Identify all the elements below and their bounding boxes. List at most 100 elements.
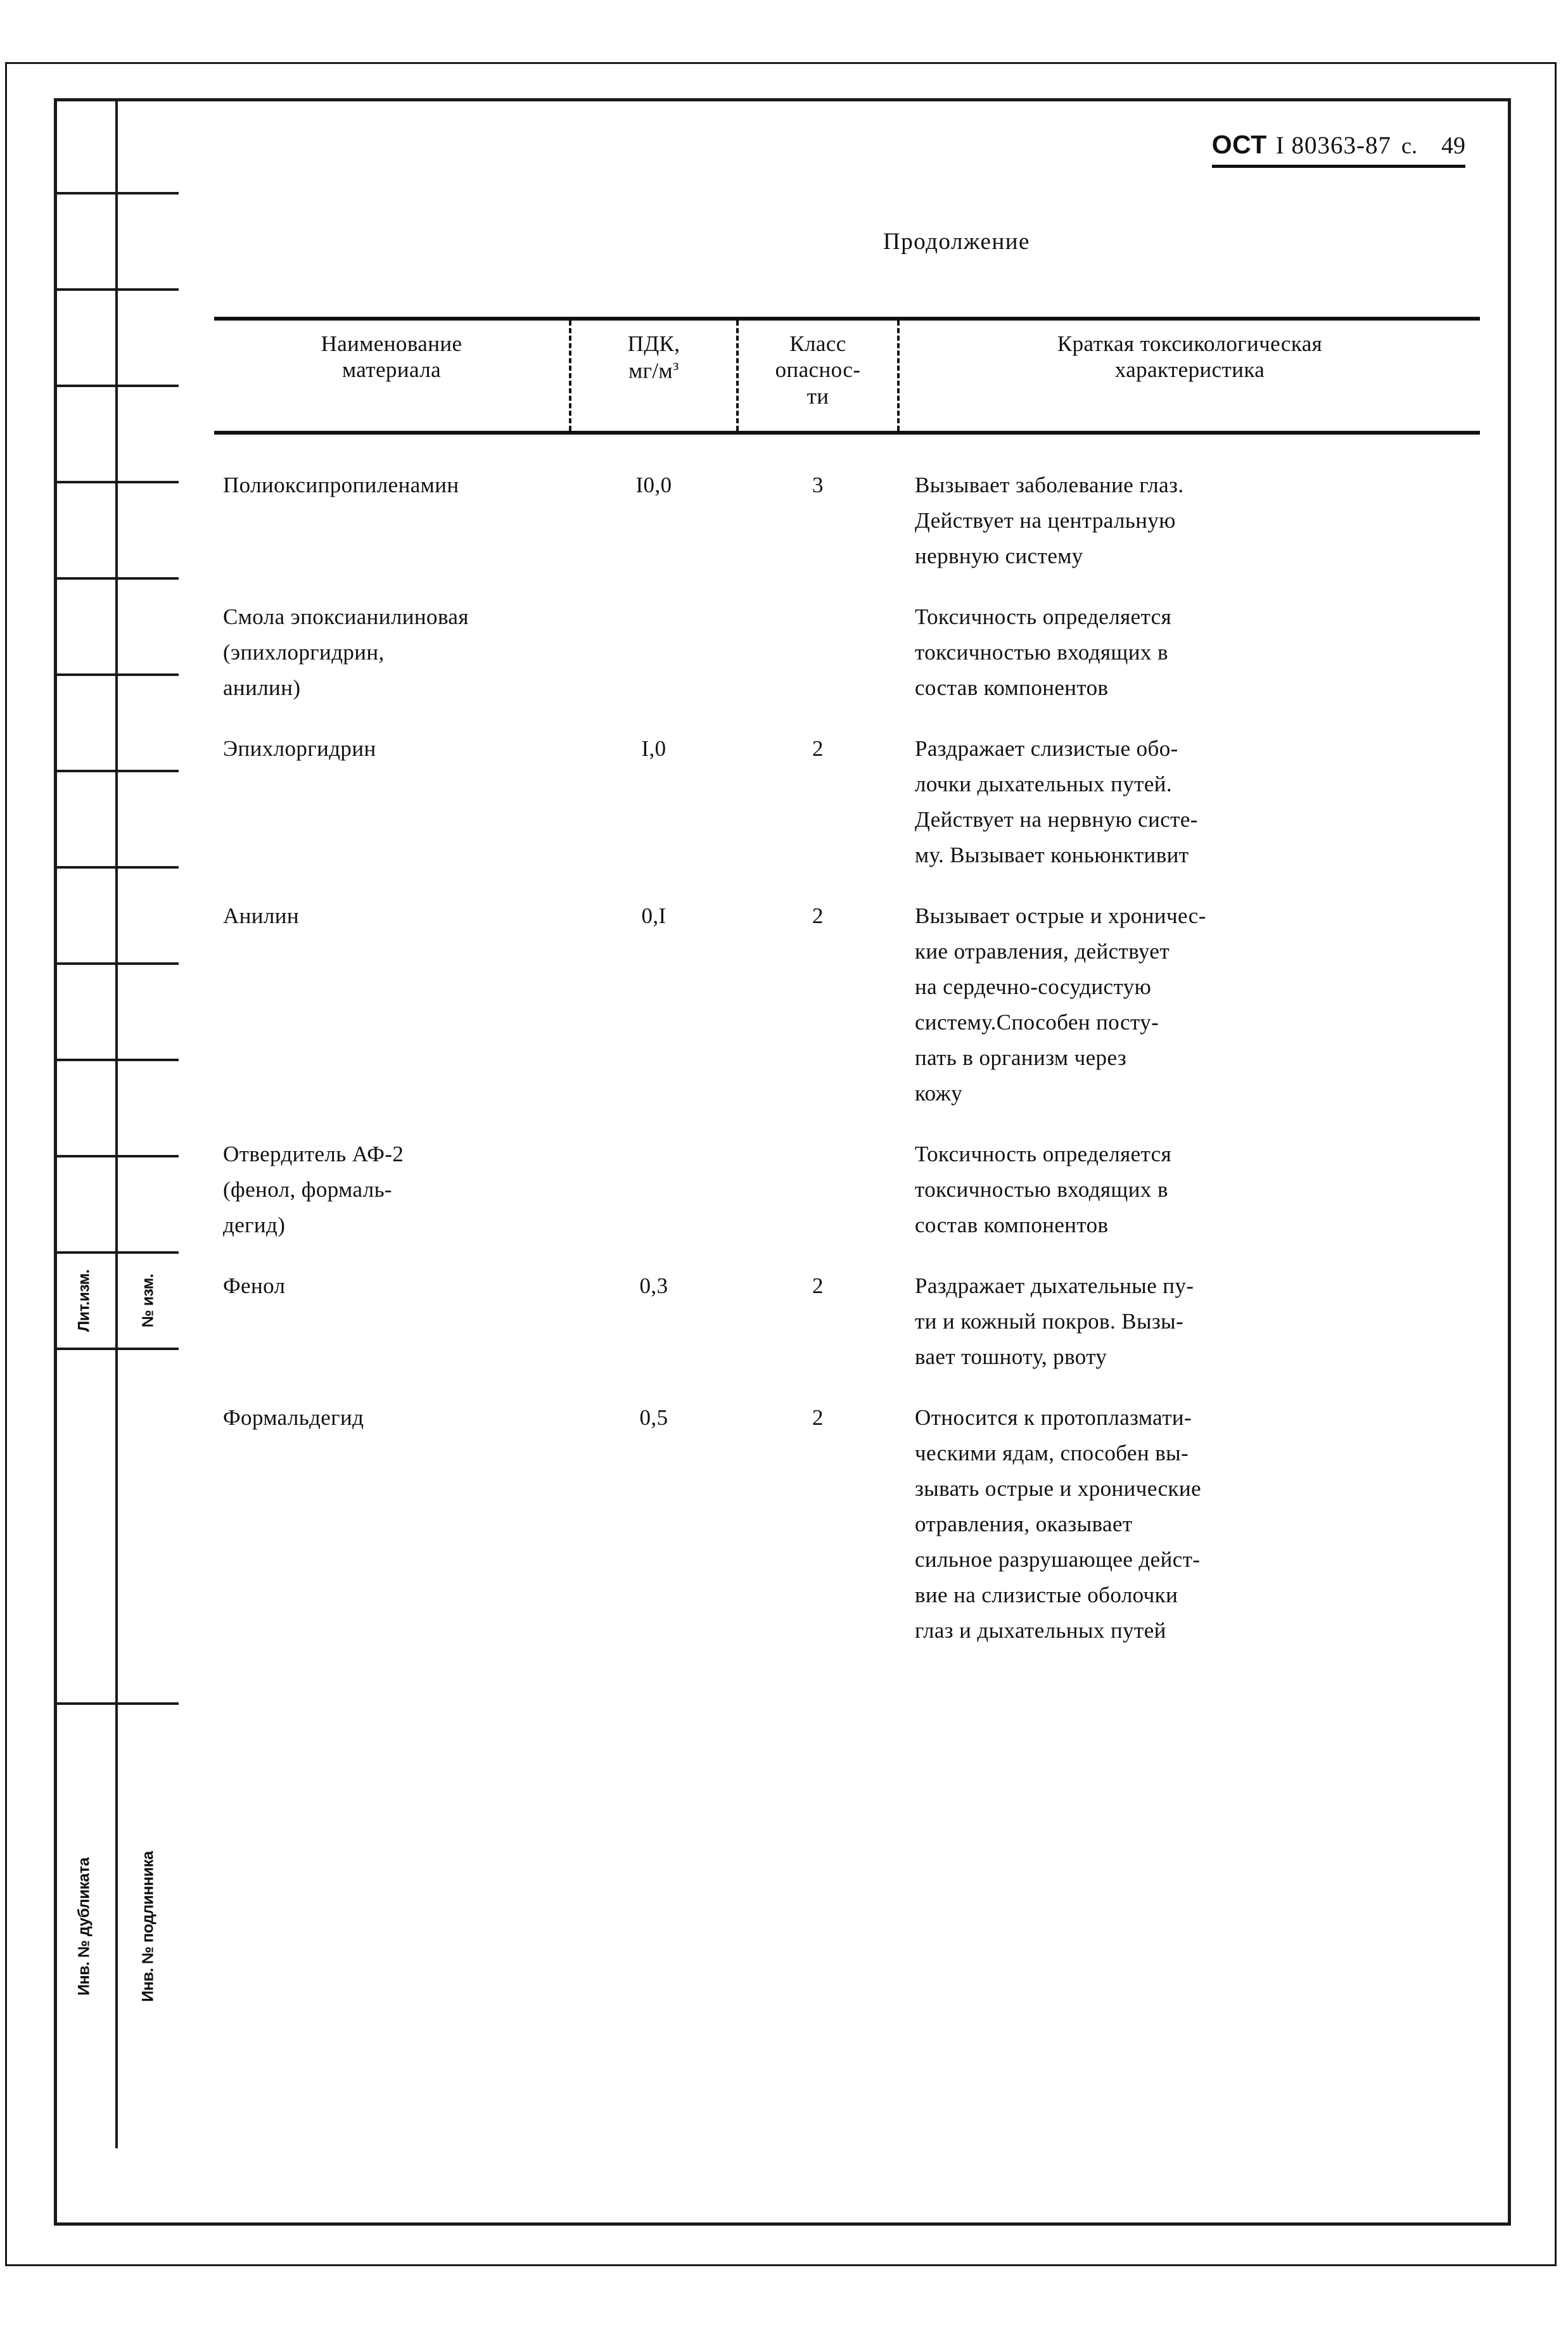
cell-material: Анилин bbox=[223, 903, 300, 928]
margin-cell bbox=[118, 1350, 179, 1702]
cell-description: Токсичность определяется токсичностью вх… bbox=[915, 1141, 1172, 1237]
margin-row-tall bbox=[54, 1350, 179, 1705]
cell-material: Фенол bbox=[223, 1273, 286, 1298]
margin-cell bbox=[118, 580, 179, 673]
margin-cell bbox=[54, 1157, 118, 1251]
margin-row bbox=[54, 772, 179, 869]
margin-cell bbox=[54, 869, 118, 962]
margin-cell bbox=[118, 965, 179, 1059]
standard-number: I 80363-87 bbox=[1275, 132, 1392, 159]
left-margin-form: Лит.изм. № изм. Инв. № дубликата Инв. № … bbox=[54, 98, 179, 2226]
margin-cell bbox=[118, 483, 179, 577]
header-line: ПДК, bbox=[627, 331, 680, 356]
margin-cell bbox=[54, 1061, 118, 1155]
header-line: опаснос- bbox=[775, 357, 861, 383]
table-row: Эпихлоргидрин I,0 2 Раздражает слизистые… bbox=[214, 706, 1480, 873]
margin-row bbox=[54, 194, 179, 291]
table-body: Полиоксипропиленамин I0,0 3 Вызывает заб… bbox=[214, 433, 1480, 1648]
cell-hazard-class bbox=[737, 1111, 898, 1243]
header-line: ти bbox=[806, 383, 829, 409]
margin-cell-lit-izm: Лит.изм. bbox=[54, 1254, 118, 1348]
inv-original-label: Инв. № подлинника bbox=[139, 1851, 157, 2002]
cell-material: Смола эпоксианилиновая (эпихлоргидрин, а… bbox=[223, 604, 469, 700]
cell-pdk: I0,0 bbox=[635, 472, 672, 497]
table-head: Наименование материала ПДК, мг/мз Класс … bbox=[214, 317, 1480, 435]
header-line: материала bbox=[341, 357, 442, 383]
table-row: Полиоксипропиленамин I0,0 3 Вызывает заб… bbox=[214, 433, 1480, 574]
cell-pdk: 0,5 bbox=[639, 1405, 668, 1430]
margin-cell bbox=[54, 772, 118, 866]
cell-hazard-class: 2 bbox=[812, 736, 824, 761]
margin-box-grid: Лит.изм. № изм. Инв. № дубликата Инв. № … bbox=[54, 98, 179, 2148]
header-line: Класс bbox=[789, 331, 846, 356]
margin-row bbox=[54, 98, 179, 194]
document-frame bbox=[54, 98, 1511, 2226]
table-row: Анилин 0,I 2 Вызывает острые и хроничес-… bbox=[214, 873, 1480, 1111]
table-row: Отвердитель АФ-2 (фенол, формаль- дегид)… bbox=[214, 1111, 1480, 1243]
margin-cell bbox=[118, 387, 179, 481]
margin-cell bbox=[118, 869, 179, 962]
page-number: 49 bbox=[1441, 132, 1465, 159]
margin-cell bbox=[118, 1157, 179, 1251]
margin-cell bbox=[54, 387, 118, 481]
margin-cell bbox=[54, 98, 118, 192]
cell-description: Раздражает слизистые обо- лочки дыхатель… bbox=[915, 736, 1198, 867]
column-header-pdk: ПДК, мг/мз bbox=[569, 317, 737, 435]
scan-outer-border bbox=[5, 62, 1557, 2266]
cell-description: Вызывает заболевание глаз. Действует на … bbox=[915, 472, 1184, 568]
cell-description: Вызывает острые и хроничес- кие отравлен… bbox=[915, 903, 1206, 1106]
column-header-description: Краткая токсикологическая характеристика bbox=[897, 317, 1480, 435]
cell-description: Относится к протоплазмати- ческими ядам,… bbox=[915, 1405, 1202, 1643]
continuation-note: Продолжение bbox=[883, 229, 1030, 255]
header-line: мг/м bbox=[628, 358, 673, 383]
cell-pdk bbox=[570, 1111, 737, 1243]
inv-duplicate-label: Инв. № дубликата bbox=[75, 1858, 93, 1996]
toxicology-table: Наименование материала ПДК, мг/мз Класс … bbox=[214, 317, 1480, 1648]
cell-pdk: 0,3 bbox=[639, 1273, 668, 1298]
cell-hazard-class bbox=[737, 574, 898, 706]
standard-mark: ОСТ bbox=[1211, 130, 1267, 159]
lit-izm-label: Лит.изм. bbox=[75, 1269, 93, 1332]
cell-pdk: I,0 bbox=[641, 736, 666, 761]
margin-cell bbox=[54, 483, 118, 577]
cell-material: Эпихлоргидрин bbox=[223, 736, 376, 761]
no-izm-label: № изм. bbox=[139, 1273, 157, 1328]
standard-identifier: ОСТ I 80363-87 с. 49 bbox=[1211, 130, 1465, 168]
margin-cell bbox=[54, 194, 118, 288]
margin-cell bbox=[54, 291, 118, 385]
margin-cell bbox=[54, 580, 118, 673]
cell-pdk bbox=[570, 574, 737, 706]
cell-hazard-class: 2 bbox=[812, 1405, 824, 1430]
table-row: Фенол 0,3 2 Раздражает дыхательные пу- т… bbox=[214, 1243, 1480, 1375]
table-row: Формальдегид 0,5 2 Относится к протоплаз… bbox=[214, 1375, 1480, 1648]
margin-row bbox=[54, 291, 179, 387]
cell-material: Полиоксипропиленамин bbox=[223, 472, 459, 497]
margin-row-change-stamp: Лит.изм. № изм. bbox=[54, 1254, 179, 1350]
margin-row bbox=[54, 387, 179, 483]
table-row: Смола эпоксианилиновая (эпихлоргидрин, а… bbox=[214, 574, 1480, 706]
margin-row bbox=[54, 965, 179, 1061]
margin-cell bbox=[54, 676, 118, 770]
column-header-hazard-class: Класс опаснос- ти bbox=[736, 317, 898, 435]
cell-hazard-class: 2 bbox=[812, 903, 824, 928]
page-label: с. bbox=[1401, 133, 1417, 158]
header-line: Краткая токсикологическая bbox=[1057, 331, 1323, 356]
cell-material: Отвердитель АФ-2 (фенол, формаль- дегид) bbox=[223, 1141, 404, 1237]
margin-row bbox=[54, 676, 179, 772]
cell-description: Токсичность определяется токсичностью вх… bbox=[915, 604, 1172, 700]
margin-row bbox=[54, 580, 179, 676]
header-superscript: з bbox=[673, 357, 679, 374]
margin-row bbox=[54, 1157, 179, 1254]
cell-hazard-class: 2 bbox=[812, 1273, 824, 1298]
cell-pdk: 0,I bbox=[641, 903, 666, 928]
margin-cell bbox=[54, 1350, 118, 1702]
margin-cell bbox=[118, 1061, 179, 1155]
margin-cell bbox=[118, 772, 179, 866]
cell-hazard-class: 3 bbox=[812, 472, 824, 497]
margin-cell bbox=[118, 194, 179, 288]
table-header-row: Наименование материала ПДК, мг/мз Класс … bbox=[214, 317, 1480, 435]
margin-row bbox=[54, 483, 179, 580]
margin-cell-inv-duplicate: Инв. № дубликата bbox=[54, 1705, 118, 2148]
margin-row-inventory: Инв. № дубликата Инв. № подлинника bbox=[54, 1705, 179, 2148]
margin-cell-inv-original: Инв. № подлинника bbox=[118, 1705, 179, 2148]
